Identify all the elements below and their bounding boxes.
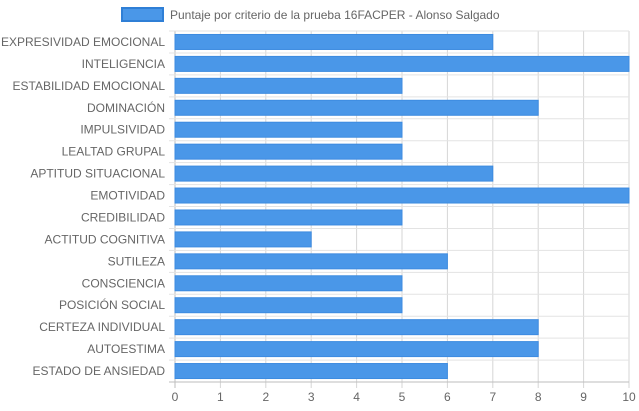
bar[interactable] bbox=[174, 187, 630, 204]
bar[interactable] bbox=[174, 77, 403, 94]
category-label: CERTEZA INDIVIDUAL bbox=[39, 320, 165, 334]
legend[interactable]: Puntaje por criterio de la prueba 16FACP… bbox=[121, 7, 500, 22]
category-label: EMOTIVIDAD bbox=[90, 189, 165, 203]
x-tick-label: 0 bbox=[172, 390, 179, 404]
bars bbox=[174, 33, 630, 380]
category-label: IMPULSIVIDAD bbox=[80, 123, 165, 137]
bar[interactable] bbox=[174, 209, 403, 226]
bar[interactable] bbox=[174, 55, 630, 72]
x-tick-label: 5 bbox=[399, 390, 406, 404]
bar[interactable] bbox=[174, 33, 494, 50]
x-tick-labels: 0 1 2 3 4 5 6 7 8 9 10 bbox=[172, 390, 636, 404]
bar[interactable] bbox=[174, 275, 403, 292]
category-label: SUTILEZA bbox=[108, 254, 165, 268]
category-label: AUTOESTIMA bbox=[87, 342, 165, 356]
x-tick-label: 3 bbox=[308, 390, 315, 404]
category-label: CONSCIENCIA bbox=[82, 276, 165, 290]
category-label: ACTITUD COGNITIVA bbox=[45, 232, 165, 246]
bar[interactable] bbox=[174, 143, 403, 160]
bar[interactable] bbox=[174, 231, 312, 248]
category-label: EXPRESIVIDAD EMOCIONAL bbox=[1, 35, 165, 49]
x-tick-label: 4 bbox=[353, 390, 360, 404]
bar[interactable] bbox=[174, 165, 494, 182]
x-tick-label: 9 bbox=[580, 390, 587, 404]
bar[interactable] bbox=[174, 319, 539, 336]
x-tick-label: 6 bbox=[444, 390, 451, 404]
category-label: POSICIÓN SOCIAL bbox=[59, 297, 165, 312]
category-label: ESTADO DE ANSIEDAD bbox=[33, 364, 166, 378]
legend-label: Puntaje por criterio de la prueba 16FACP… bbox=[170, 8, 500, 22]
category-label: DOMINACIÓN bbox=[87, 100, 165, 115]
bar[interactable] bbox=[174, 341, 539, 358]
category-label: LEALTAD GRUPAL bbox=[62, 145, 166, 159]
category-label: APTITUD SITUACIONAL bbox=[30, 167, 165, 181]
bar[interactable] bbox=[174, 99, 539, 116]
x-tick-label: 10 bbox=[622, 390, 636, 404]
category-labels: EXPRESIVIDAD EMOCIONAL INTELIGENCIA ESTABI… bbox=[1, 35, 165, 378]
category-label: CREDIBILIDAD bbox=[81, 210, 165, 224]
bar[interactable] bbox=[174, 297, 403, 314]
x-tick-label: 2 bbox=[262, 390, 269, 404]
bar[interactable] bbox=[174, 121, 403, 138]
bar[interactable] bbox=[174, 253, 448, 270]
legend-swatch bbox=[121, 7, 164, 22]
x-tick-label: 8 bbox=[535, 390, 542, 404]
bar[interactable] bbox=[174, 363, 448, 380]
x-tick-label: 7 bbox=[489, 390, 496, 404]
x-tick-label: 1 bbox=[217, 390, 224, 404]
category-label: ESTABILIDAD EMOCIONAL bbox=[13, 79, 166, 93]
category-label: INTELIGENCIA bbox=[82, 57, 165, 71]
